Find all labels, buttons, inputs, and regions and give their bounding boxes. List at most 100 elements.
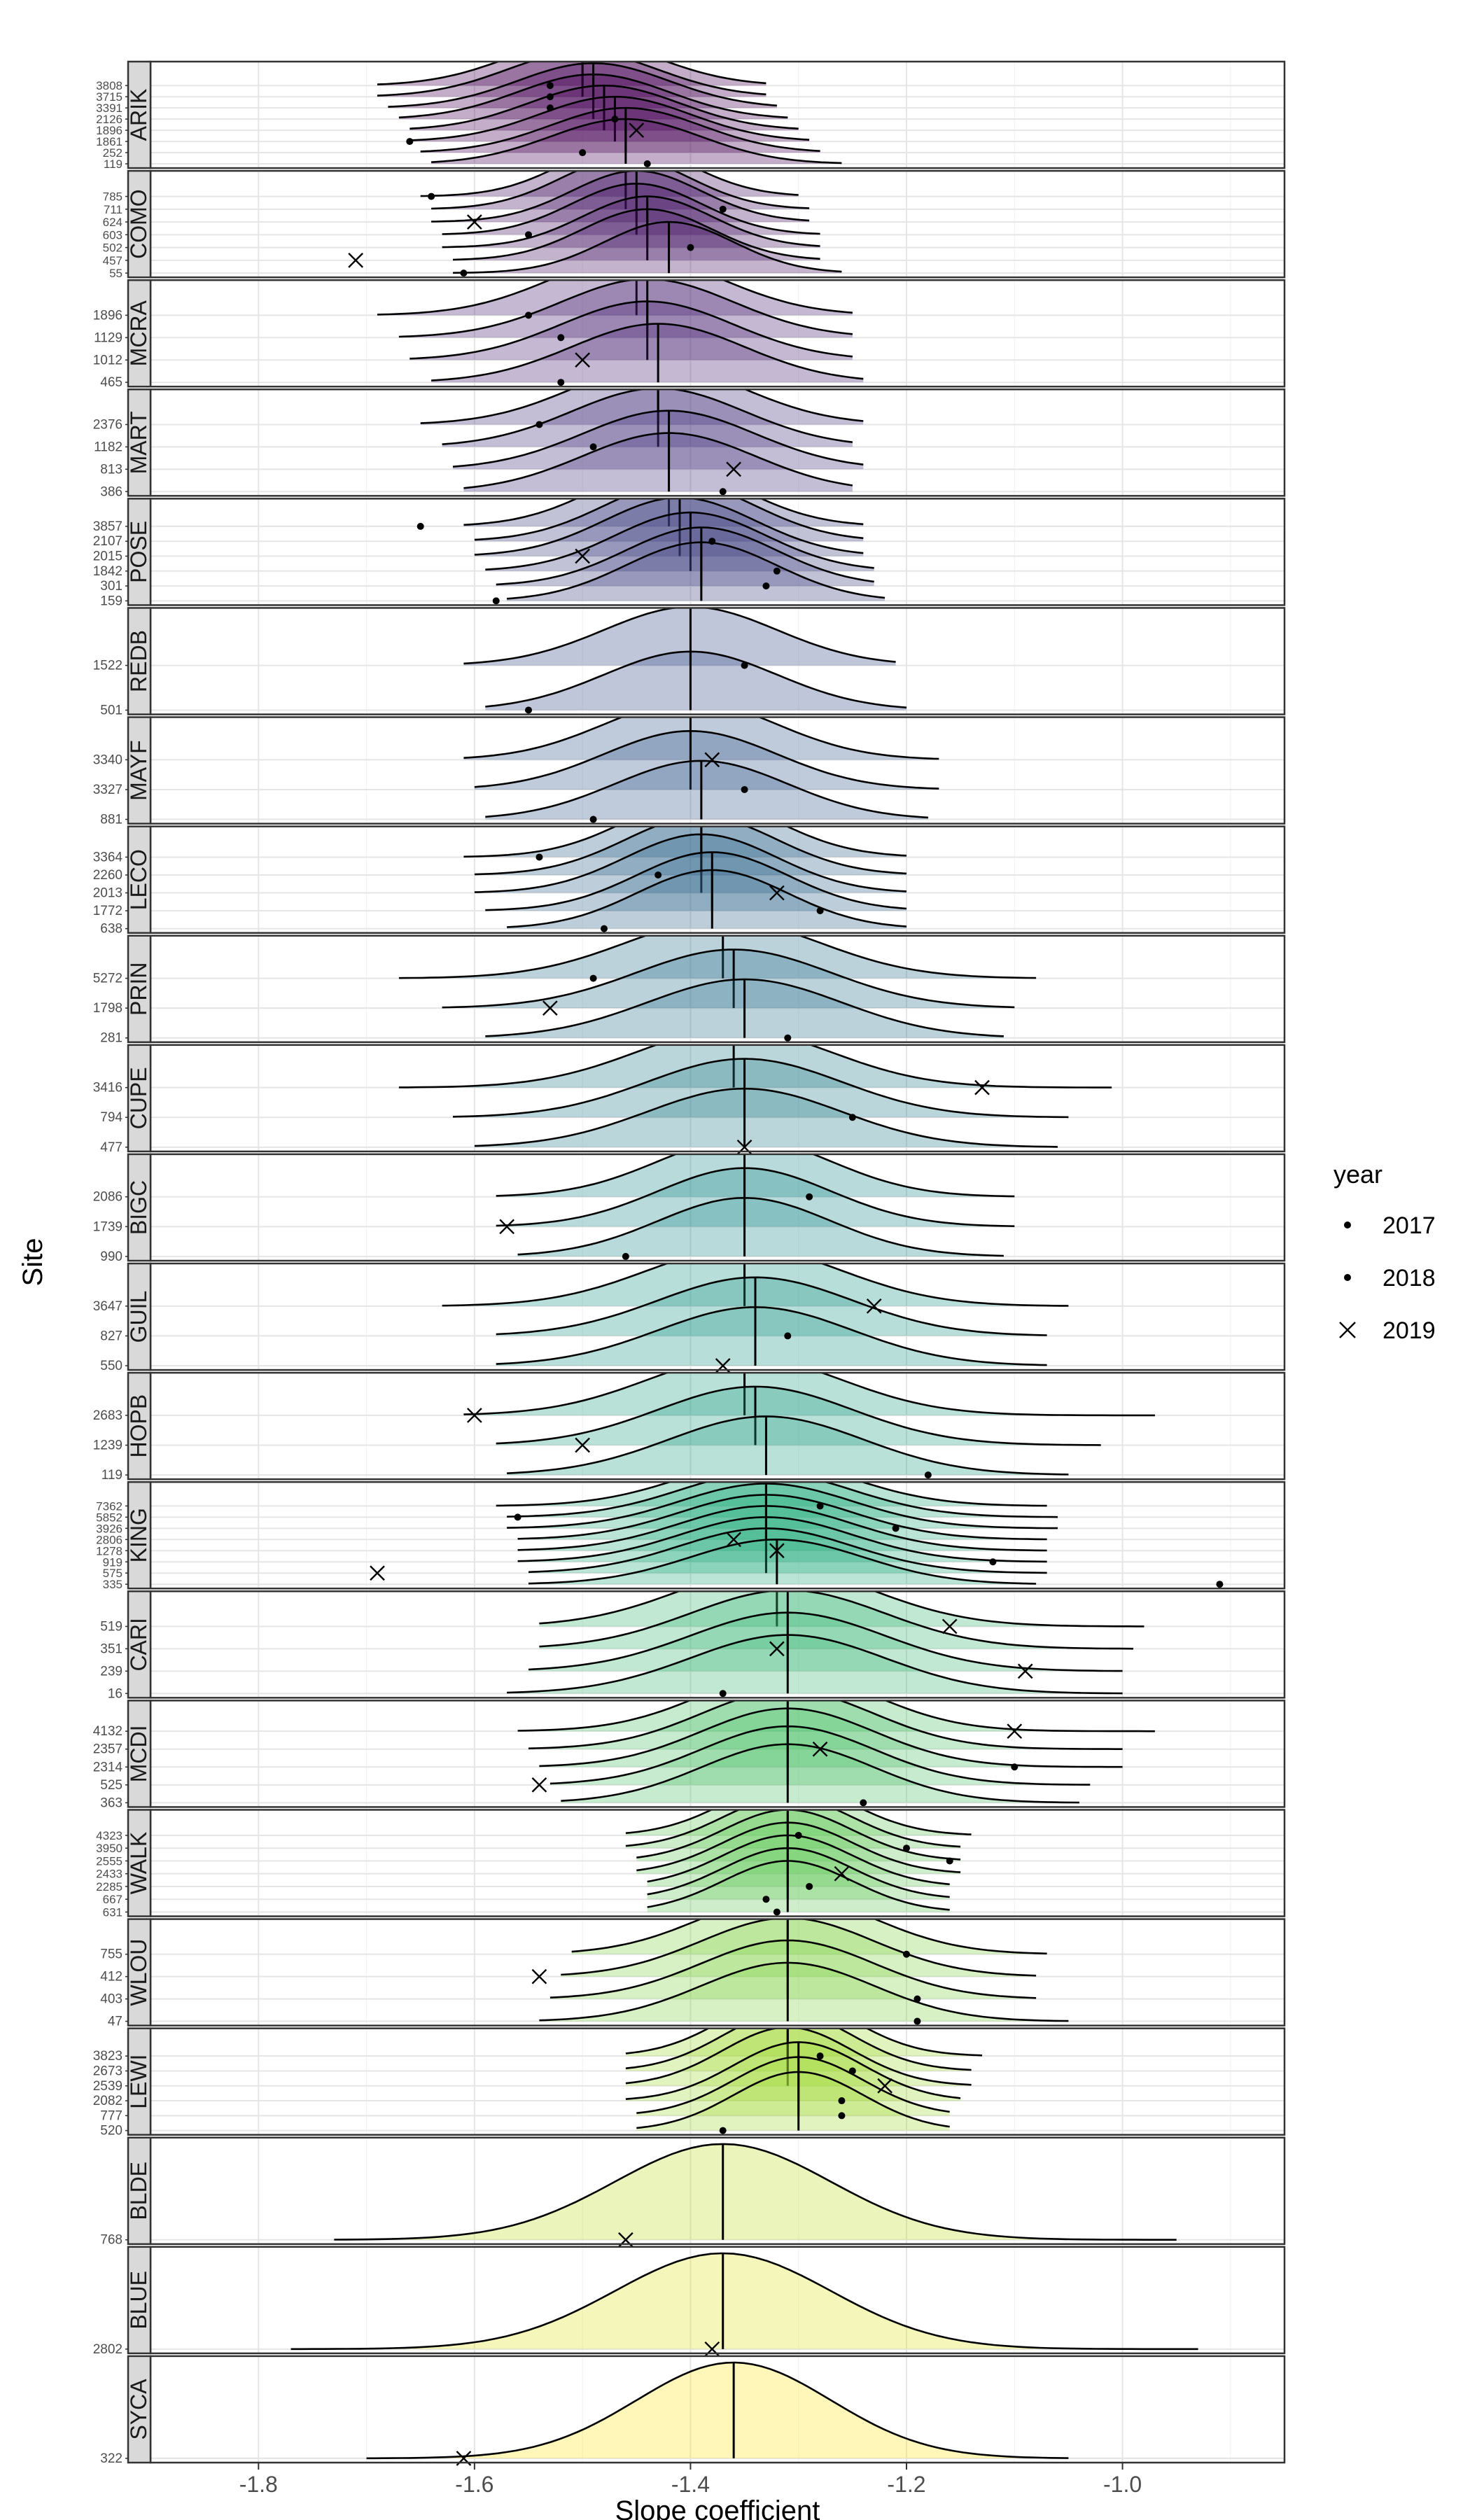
observation-cross xyxy=(974,1079,990,1096)
ridge-outline xyxy=(431,171,810,210)
ridge-outline xyxy=(485,511,874,570)
facet-strip xyxy=(127,388,152,497)
facet-strip xyxy=(127,279,152,388)
ridge-fill xyxy=(377,280,853,316)
facet-panel-blde: 768 BLDE xyxy=(100,2136,1286,2248)
panel-background xyxy=(150,2137,1284,2244)
ridge-outline xyxy=(431,323,864,382)
x-axis-title: Slope coefficient xyxy=(615,2496,820,2520)
facet-strip-label: WALK xyxy=(126,1832,151,1895)
row-label: 919 xyxy=(103,1555,122,1569)
ridge-fill xyxy=(442,949,1015,1009)
observation-dot xyxy=(741,662,748,669)
row-label: 5852 xyxy=(96,1511,122,1524)
observation-cross xyxy=(467,214,482,230)
facet-panel-bigc: 2086 1739 990 BIGC xyxy=(93,1153,1286,1264)
facet-strip-label: MCDI xyxy=(126,1726,151,1783)
ridge-fill xyxy=(496,1168,1015,1227)
ridge-outline xyxy=(517,1505,1047,1552)
row-label: 159 xyxy=(100,594,122,608)
row-label: 785 xyxy=(103,190,122,204)
facet-strip xyxy=(127,498,152,606)
panel-ridges xyxy=(290,2252,1198,2351)
ridge-fill xyxy=(507,870,906,929)
ridge-outline xyxy=(431,171,810,223)
ridge-fill xyxy=(539,1591,1144,1627)
facet-panel-syca: 322 SYCA xyxy=(100,2355,1286,2466)
facet-strip-label: MART xyxy=(126,411,151,474)
row-label: 2107 xyxy=(93,534,122,549)
panel-background xyxy=(150,389,1284,496)
ridge-outline xyxy=(517,1516,1047,1563)
row-label: 3823 xyxy=(93,2049,122,2064)
ridge-fill xyxy=(453,209,820,260)
observation-dot xyxy=(773,567,780,575)
row-label: 550 xyxy=(100,1359,122,1373)
facet-strip xyxy=(127,607,152,715)
observation-cross xyxy=(348,252,363,268)
row-label: 4132 xyxy=(93,1724,122,1739)
ridge-outline xyxy=(517,1700,1155,1732)
observation-dot xyxy=(514,1513,522,1521)
row-label: 3808 xyxy=(96,79,122,92)
ridge-fill xyxy=(431,119,842,164)
facet-strip-label: CUPE xyxy=(126,1067,151,1129)
facet-strip xyxy=(127,2355,152,2464)
ridge-fill xyxy=(398,935,1037,979)
panel-grid xyxy=(150,1482,1284,1589)
ridge-outline xyxy=(463,432,853,489)
ridge-fill xyxy=(474,498,864,542)
legend: year 2017 2018 2019 xyxy=(1334,1160,1436,1344)
ridge-outline xyxy=(442,1264,1069,1307)
row-label: 881 xyxy=(100,813,122,827)
ridge-outline xyxy=(636,2056,950,2114)
row-label: 457 xyxy=(103,254,122,267)
ridge-fill xyxy=(420,389,864,425)
ridge-fill xyxy=(496,1307,1047,1366)
row-label: 5272 xyxy=(93,972,122,986)
ridge-outline xyxy=(625,2028,983,2057)
panel-background xyxy=(150,717,1284,824)
facet-strip xyxy=(127,825,152,934)
ridge-fill xyxy=(561,1744,1079,1803)
row-label: 1012 xyxy=(93,353,122,368)
panel-background xyxy=(150,1044,1284,1152)
legend-key-dot xyxy=(1344,1274,1351,1281)
row-label: 2673 xyxy=(93,2064,122,2078)
observation-dot xyxy=(708,538,716,545)
ridge-fill xyxy=(625,1809,961,1849)
panel-ridges xyxy=(420,389,864,492)
ridge-outline xyxy=(561,1919,1037,1977)
ridge-outline xyxy=(539,1707,1123,1768)
facet-strip xyxy=(127,1044,152,1153)
row-label: 412 xyxy=(100,1970,122,1984)
row-label: 2082 xyxy=(93,2094,122,2108)
ridge-fill xyxy=(539,1708,1123,1768)
observation-cross xyxy=(704,752,720,768)
ridge-fill xyxy=(463,717,939,760)
facet-panel-mayf: 3340 3327 881 MAYF xyxy=(93,716,1286,827)
row-label: 1772 xyxy=(93,904,122,918)
row-label: 3715 xyxy=(96,90,122,104)
observation-dot xyxy=(643,160,651,168)
ridge-outline xyxy=(507,1482,1058,1518)
panel-background xyxy=(150,2028,1284,2135)
ridge-outline xyxy=(452,208,820,261)
ridge-fill xyxy=(398,1044,1112,1088)
observation-dot xyxy=(546,104,554,112)
ridge-outline xyxy=(496,526,874,586)
ridge-outline xyxy=(485,851,907,911)
ridge-outline xyxy=(377,280,853,316)
observation-cross xyxy=(812,1741,828,1757)
observation-cross xyxy=(575,1437,590,1453)
observation-dot xyxy=(557,334,565,342)
row-label: 813 xyxy=(100,462,122,477)
ridge-outline xyxy=(410,84,799,130)
panel-ridges xyxy=(507,1591,1144,1695)
observation-dot xyxy=(687,244,694,251)
observation-dot xyxy=(525,312,532,319)
facet-strip xyxy=(127,2136,152,2246)
row-label: 1896 xyxy=(96,124,122,137)
